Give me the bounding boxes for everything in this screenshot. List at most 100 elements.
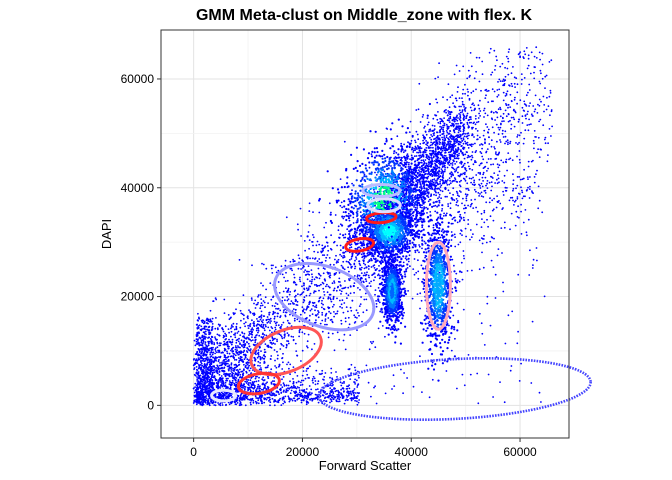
scatter-point: [497, 81, 499, 83]
scatter-point: [318, 211, 321, 214]
scatter-point: [502, 161, 505, 164]
scatter-point: [322, 247, 325, 250]
scatter-point: [339, 233, 342, 236]
scatter-point: [529, 102, 531, 104]
scatter-point: [523, 50, 526, 53]
scatter-point: [366, 252, 369, 255]
scatter-point: [405, 268, 407, 270]
scatter-point: [276, 303, 279, 305]
scatter-point: [373, 188, 375, 191]
scatter-point: [322, 303, 324, 306]
scatter-point: [458, 180, 461, 183]
scatter-point: [436, 131, 438, 134]
scatter-point: [441, 138, 444, 141]
scatter-point: [455, 140, 458, 143]
scatter-point: [510, 72, 513, 75]
scatter-point: [470, 121, 472, 124]
scatter-point: [456, 153, 459, 156]
scatter-point: [470, 158, 473, 161]
scatter-point: [455, 116, 457, 119]
scatter-point: [250, 330, 252, 333]
scatter-point: [422, 134, 424, 137]
scatter-point: [312, 211, 314, 214]
scatter-point: [281, 386, 284, 389]
scatter-point: [467, 144, 469, 147]
scatter-point: [534, 136, 536, 138]
scatter-point: [532, 159, 534, 162]
scatter-point: [296, 398, 299, 401]
scatter-point: [496, 116, 499, 119]
scatter-point: [367, 268, 370, 270]
scatter-point: [267, 377, 270, 379]
scatter-point: [454, 163, 456, 165]
scatter-point: [530, 160, 533, 163]
scatter-point: [333, 263, 335, 266]
scatter-point: [453, 73, 456, 76]
scatter-point: [288, 367, 290, 370]
scatter-point: [503, 181, 506, 184]
scatter-point: [491, 126, 494, 129]
scatter-point: [224, 360, 226, 363]
scatter-point: [282, 311, 285, 313]
scatter-point: [353, 322, 356, 324]
scatter-point: [416, 181, 419, 184]
scatter-point: [327, 296, 330, 299]
scatter-point: [279, 316, 281, 319]
scatter-point: [338, 400, 341, 403]
scatter-point: [345, 260, 348, 263]
scatter-point: [358, 314, 360, 317]
scatter-point: [407, 155, 410, 158]
scatter-point: [315, 319, 317, 321]
scatter-point: [285, 271, 287, 274]
scatter-point: [525, 117, 527, 120]
scatter-point: [415, 109, 418, 111]
scatter-point: [449, 117, 452, 120]
scatter-point: [509, 93, 512, 96]
scatter-point: [405, 168, 408, 171]
scatter-point: [339, 305, 341, 308]
scatter-point: [439, 130, 442, 133]
scatter-point: [486, 170, 488, 172]
scatter-point: [253, 312, 256, 315]
scatter-point: [242, 318, 245, 320]
scatter-point: [453, 160, 455, 163]
scatter-point: [265, 267, 268, 270]
scatter-point: [378, 301, 381, 304]
scatter-point: [442, 133, 445, 135]
scatter-point: [469, 229, 472, 231]
scatter-point: [453, 135, 455, 138]
scatter-point: [445, 134, 448, 137]
scatter-point: [494, 182, 496, 184]
scatter-point: [512, 109, 515, 112]
scatter-point: [421, 181, 424, 184]
scatter-point: [458, 190, 461, 192]
scatter-point: [416, 148, 418, 150]
scatter-point: [311, 276, 314, 278]
scatter-point: [269, 322, 272, 324]
scatter-point: [346, 297, 348, 299]
scatter-point: [429, 136, 431, 139]
scatter-point: [375, 305, 378, 308]
scatter-point: [358, 399, 360, 401]
scatter-point: [537, 207, 540, 210]
scatter-point: [433, 125, 436, 127]
scatter-point: [223, 298, 226, 301]
scatter-point: [281, 296, 284, 299]
scatter-point: [286, 332, 289, 334]
scatter-point: [336, 244, 338, 247]
scatter-point: [427, 172, 430, 175]
scatter-point: [537, 148, 539, 151]
scatter-point: [468, 118, 471, 121]
scatter-point: [530, 123, 532, 125]
scatter-point: [510, 82, 513, 85]
scatter-point: [522, 109, 525, 112]
scatter-point: [335, 272, 338, 274]
scatter-point: [538, 80, 541, 83]
scatter-point: [532, 105, 535, 107]
scatter-point: [369, 225, 372, 227]
scatter-point: [464, 193, 467, 196]
scatter-point: [526, 67, 529, 70]
scatter-point: [338, 338, 341, 341]
scatter-point: [335, 389, 338, 392]
scatter-point: [465, 169, 468, 172]
